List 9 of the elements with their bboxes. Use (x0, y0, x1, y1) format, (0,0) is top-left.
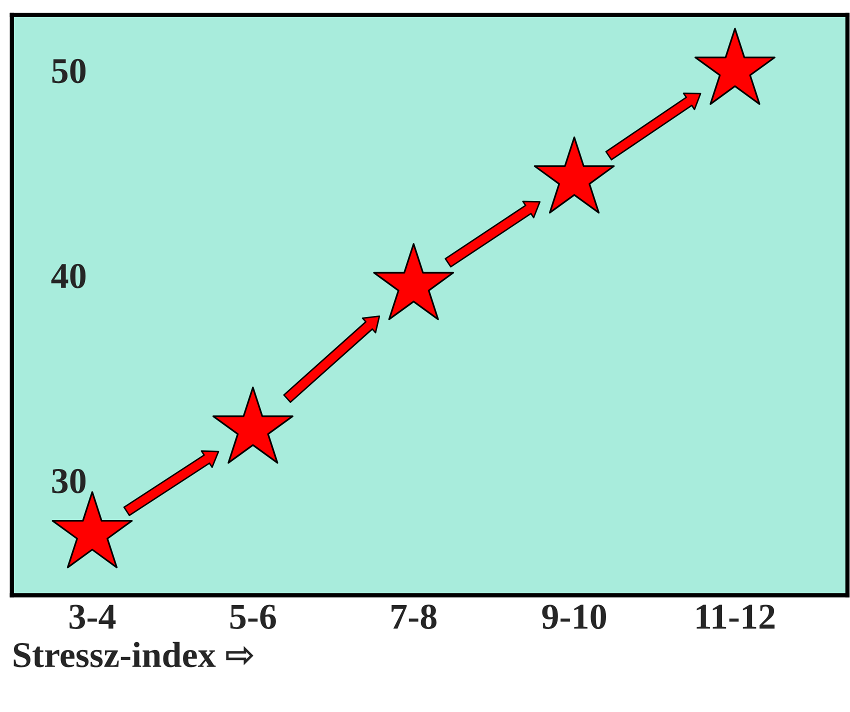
y-tick-label: 50 (52, 58, 86, 84)
x-tick-label: 9-10 (542, 604, 606, 629)
x-tick-label: 5-6 (230, 604, 276, 629)
x-tick-label: 3-4 (70, 604, 116, 629)
y-tick-label: 40 (51, 264, 86, 288)
y-tick-label: 30 (52, 468, 86, 494)
x-tick-label: 7-8 (392, 604, 436, 629)
x-tick-label: 11-12 (696, 604, 775, 629)
x-axis-title: Stressz-index ⇨ (14, 642, 254, 668)
